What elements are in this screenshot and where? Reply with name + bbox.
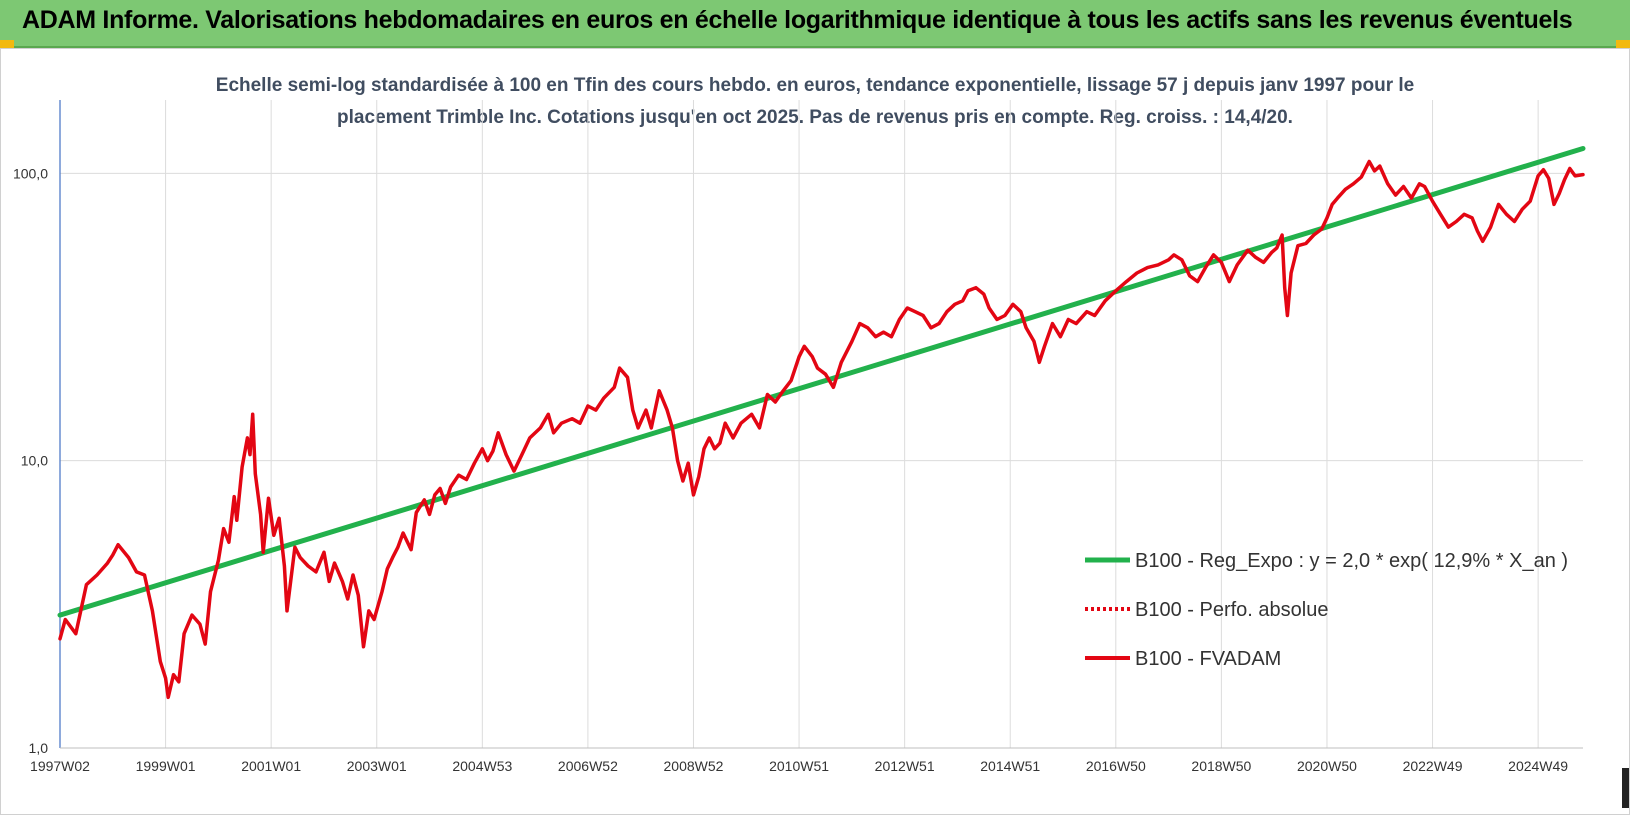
y-tick-label: 1,0 [29,740,49,756]
y-tick-label: 10,0 [21,453,48,469]
x-tick-label: 2004W53 [452,758,512,774]
x-tick-label: 2010W51 [769,758,829,774]
page-title: ADAM Informe. Valorisations hebdomadaire… [22,6,1573,34]
y-tick-label: 100,0 [13,165,48,181]
x-tick-label: 2016W50 [1086,758,1146,774]
corner-marker-right [1616,40,1630,48]
x-tick-label: 2018W50 [1191,758,1251,774]
x-tick-label: 2024W49 [1508,758,1568,774]
legend-label-0: B100 - Reg_Expo : y = 2,0 * exp( 12,9% *… [1135,550,1568,572]
x-tick-label: 2022W49 [1403,758,1463,774]
chart-subtitle-line2: placement Trimble Inc. Cotations jusqu'e… [337,107,1293,128]
chart-subtitle-line1: Echelle semi-log standardisée à 100 en T… [216,75,1414,96]
series-line-0 [57,146,1586,618]
x-tick-label: 2006W52 [558,758,618,774]
x-tick-label: 1997W02 [30,758,90,774]
grid [60,100,1583,749]
series-line-2 [58,159,1585,700]
x-tick-label: 1999W01 [136,758,196,774]
x-tick-label: 2020W50 [1297,758,1357,774]
series [57,146,1586,700]
x-tick-label: 2001W01 [241,758,301,774]
x-tick-label: 2008W52 [664,758,724,774]
axes: 1997W02 1999W01 2001W01 2003W01 2004W53 2006W… [13,100,1583,774]
corner-marker-left [0,40,14,48]
x-tick-label: 2003W01 [347,758,407,774]
header-bar: ADAM Informe. Valorisations hebdomadaire… [0,0,1630,48]
x-tick-label: 2014W51 [980,758,1040,774]
legend-label-2: B100 - FVADAM [1135,648,1281,670]
legend-label-1: B100 - Perfo. absolue [1135,599,1328,621]
x-tick-label: 2012W51 [875,758,935,774]
corner-marker-bottom-right [1622,768,1630,808]
legend: B100 - Reg_Expo : y = 2,0 * exp( 12,9% *… [1085,550,1568,670]
